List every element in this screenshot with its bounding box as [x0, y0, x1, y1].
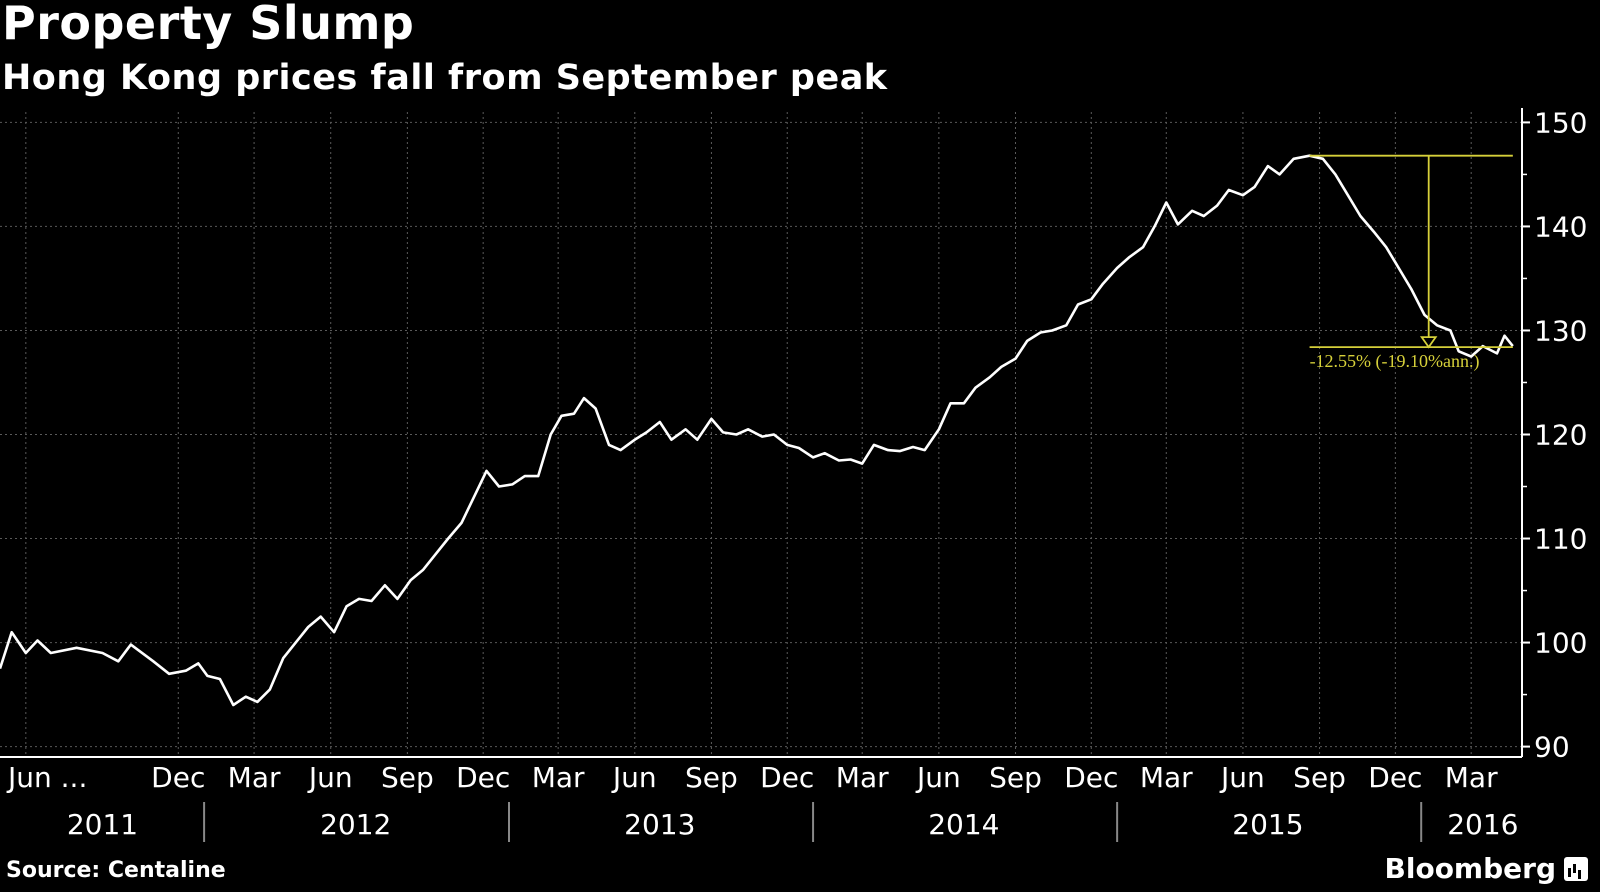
x-year-label: 2011 [67, 808, 138, 841]
brand-name: Bloomberg [1384, 852, 1556, 885]
grid [0, 112, 1522, 757]
x-tick-label: Mar [532, 761, 585, 794]
x-tick-label: Jun [915, 761, 961, 794]
chart-title: Property Slump [2, 0, 415, 50]
y-tick-label: 150 [1534, 106, 1587, 139]
x-tick-label: Jun [307, 761, 353, 794]
x-tick-label: Mar [836, 761, 889, 794]
chart-subtitle: Hong Kong prices fall from September pea… [2, 58, 888, 98]
x-tick-label: Sep [1293, 761, 1346, 794]
y-tick-label: 130 [1534, 314, 1587, 347]
x-tick-label: Dec [456, 761, 510, 794]
y-tick-label: 90 [1534, 731, 1570, 764]
x-tick-label: Dec [1064, 761, 1118, 794]
x-tick-label: Dec [760, 761, 814, 794]
x-tick-label: Jun ... [6, 761, 87, 794]
series-line-group [0, 154, 1514, 707]
chart-icon [1564, 856, 1588, 881]
axes: Jun ... Dec Mar Jun Sep Dec Mar Jun Sep Dec Mar Jun… [0, 106, 1587, 842]
x-tick-label: Sep [381, 761, 434, 794]
y-tick-label: 120 [1534, 419, 1587, 452]
x-year-label: 2013 [624, 808, 695, 841]
source-note: Source: Centaline [6, 858, 226, 883]
y-tick-label: 140 [1534, 210, 1587, 243]
x-tick-label: Mar [1445, 761, 1498, 794]
x-year-label: 2016 [1447, 808, 1518, 841]
x-tick-label: Mar [228, 761, 281, 794]
annotation-arrow-icon [1419, 336, 1438, 349]
series-line [0, 154, 1514, 707]
annotation-group: -12.55% (-19.10%ann.) [1309, 154, 1513, 372]
x-tick-label: Mar [1140, 761, 1193, 794]
brand-logo: Bloomberg [1385, 852, 1588, 885]
x-year-label: 2015 [1232, 808, 1303, 841]
x-tick-label: Jun [1219, 761, 1265, 794]
x-year-label: 2014 [928, 808, 999, 841]
y-tick-label: 110 [1534, 523, 1587, 556]
x-tick-label: Sep [685, 761, 738, 794]
x-tick-label: Dec [151, 761, 205, 794]
y-tick-label: 100 [1534, 627, 1587, 660]
x-year-label: 2012 [320, 808, 391, 841]
annotation-label: -12.55% (-19.10%ann.) [1310, 351, 1480, 372]
x-tick-label: Jun [611, 761, 657, 794]
x-tick-label: Sep [989, 761, 1042, 794]
x-tick-label: Dec [1368, 761, 1422, 794]
